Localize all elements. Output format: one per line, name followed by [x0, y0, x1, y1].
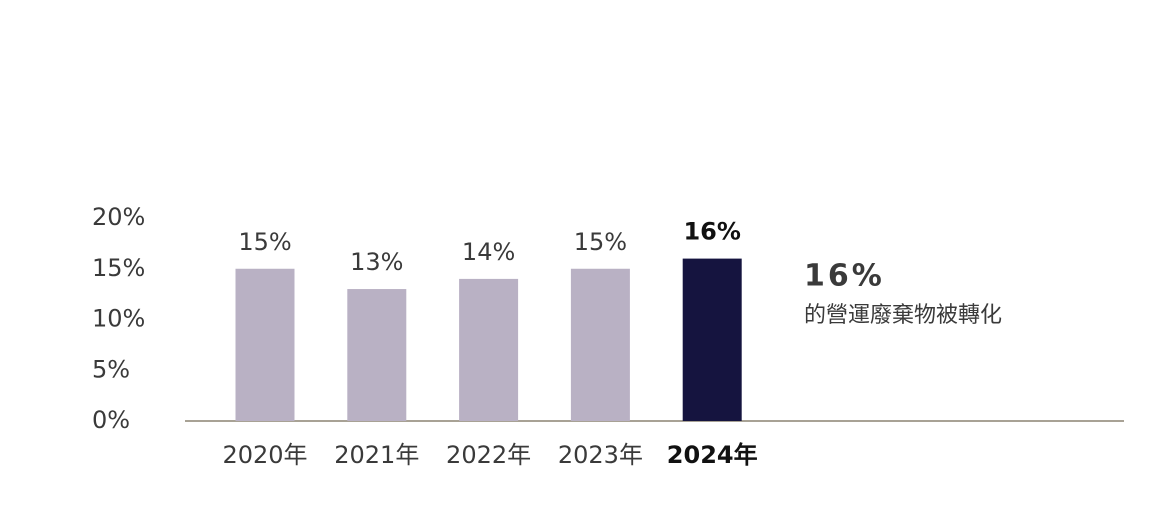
x-tick-label: 2022年 — [446, 441, 531, 469]
bar — [347, 289, 407, 421]
bar — [570, 268, 630, 421]
y-tick-label: 20% — [92, 203, 145, 231]
y-tick-label: 0% — [92, 406, 130, 434]
x-tick-label: 2021年 — [334, 441, 419, 469]
value-label: 13% — [350, 248, 403, 276]
y-tick-label: 5% — [92, 355, 130, 383]
value-label: 14% — [462, 238, 515, 266]
x-tick-label: 2023年 — [558, 441, 643, 469]
y-tick-label: 15% — [92, 254, 145, 282]
bar — [235, 268, 295, 421]
bar — [459, 278, 519, 421]
y-tick-label: 10% — [92, 305, 145, 333]
annotation-value: 16% — [804, 259, 885, 294]
x-tick-label: 2024年 — [667, 441, 758, 469]
bar — [682, 258, 742, 421]
value-label: 15% — [574, 228, 627, 256]
value-label: 16% — [683, 218, 740, 246]
x-tick-label: 2020年 — [222, 441, 307, 469]
value-label: 15% — [238, 228, 291, 256]
annotation-text: 的營運廢棄物被轉化 — [804, 303, 1002, 328]
